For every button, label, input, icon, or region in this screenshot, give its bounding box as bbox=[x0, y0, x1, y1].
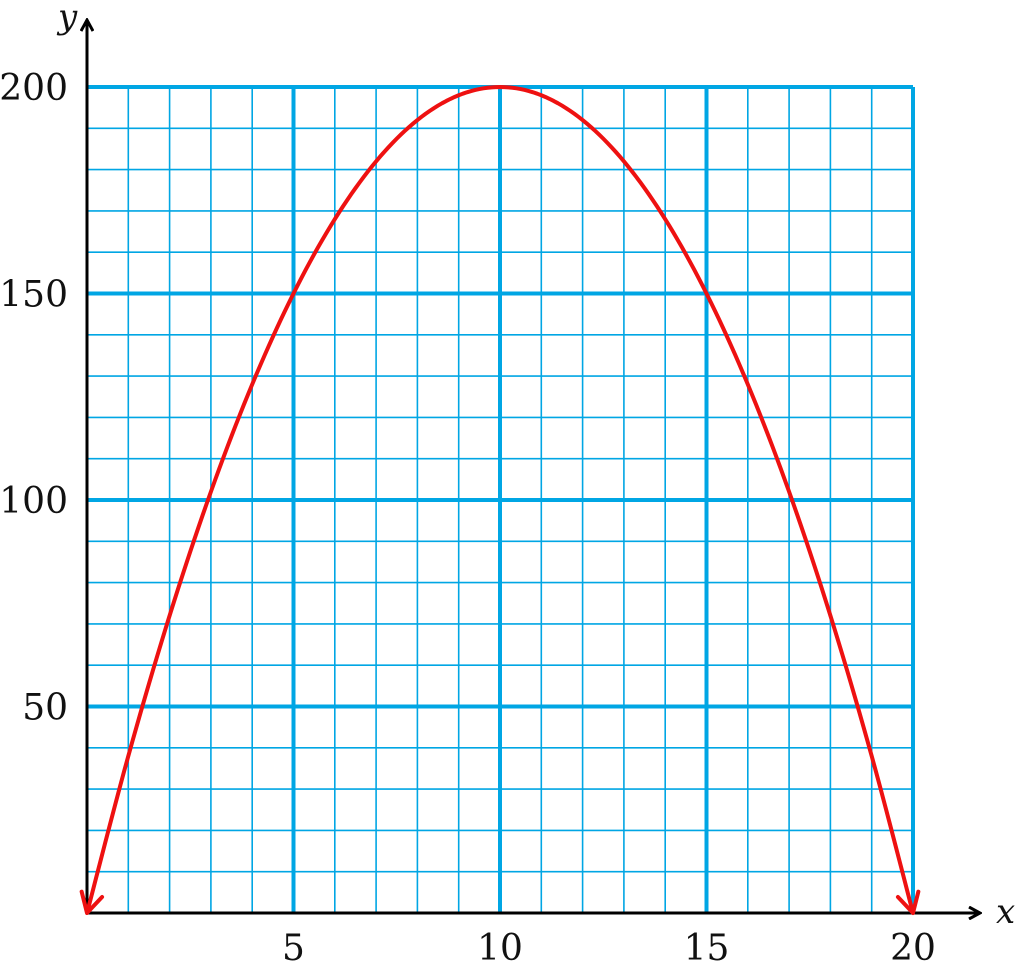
y-axis-label: y bbox=[56, 0, 78, 37]
curve-end-arrowhead bbox=[79, 889, 105, 915]
y-tick-label: 100 bbox=[0, 481, 68, 522]
x-tick-label: 10 bbox=[477, 928, 523, 967]
tick-labels: 5 10 15 20 50 100 150 200 bbox=[0, 68, 936, 967]
curve-end-arrowhead bbox=[895, 889, 921, 915]
series-layer bbox=[79, 85, 921, 915]
y-tick-label: 150 bbox=[0, 275, 68, 316]
axes bbox=[87, 22, 978, 913]
y-tick-label: 50 bbox=[22, 688, 68, 729]
x-axis-label: x bbox=[996, 892, 1015, 932]
x-tick-label: 15 bbox=[684, 928, 730, 967]
y-tick-label: 200 bbox=[0, 68, 68, 109]
x-tick-label: 20 bbox=[890, 928, 936, 967]
parabola-curve bbox=[85, 85, 915, 914]
x-tick-label: 5 bbox=[282, 928, 305, 967]
